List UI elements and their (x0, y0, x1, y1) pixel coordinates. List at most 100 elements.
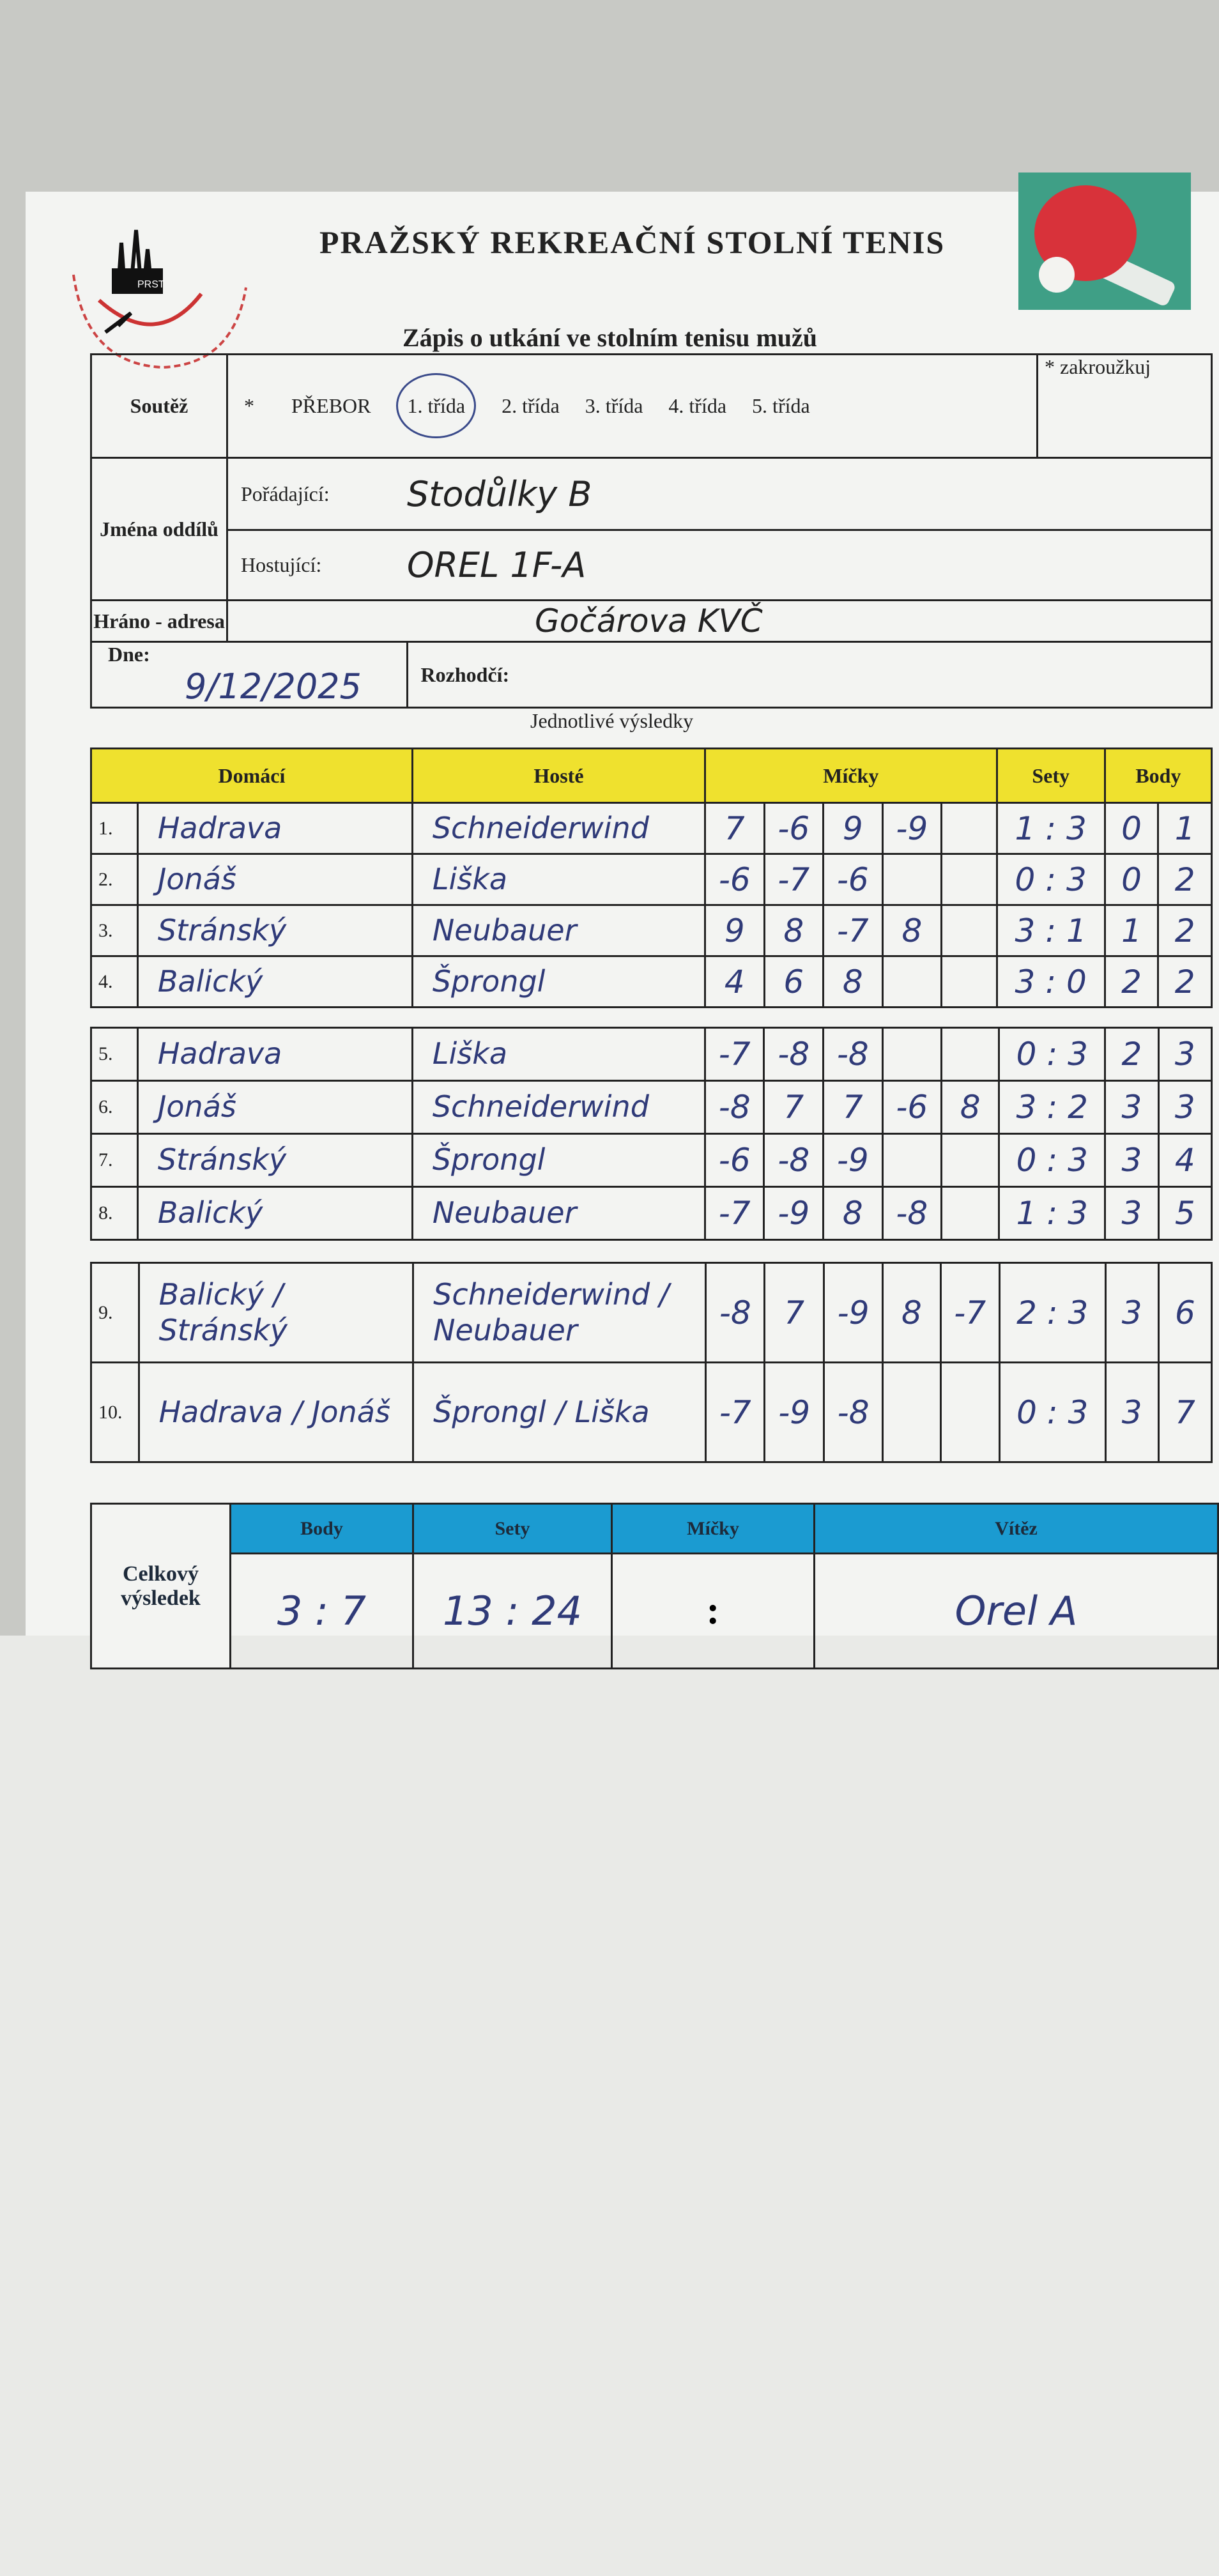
hostujici-label: Hostující: (226, 529, 407, 601)
guest-points: 4 (1157, 1133, 1213, 1188)
ball-score: -8 (822, 1361, 884, 1463)
summary-header-sety: Sety (412, 1503, 613, 1554)
results-table-1: Domácí Hosté Míčky Sety Body 1. Hadrava Schneid… (90, 747, 1213, 1008)
ball-score: 4 (703, 955, 765, 1008)
guest-points: 3 (1157, 1080, 1213, 1135)
ball-score: 8 (882, 1262, 942, 1363)
summary-body: 3 : 7 (229, 1552, 414, 1669)
hrano-label: Hráno - adresa (90, 599, 228, 643)
ball-score: -9 (822, 1133, 884, 1188)
date-cell: Dne: 9/12/2025 (90, 641, 408, 709)
match-number: 9. (90, 1262, 140, 1363)
ball-score: -7 (763, 853, 825, 906)
home-player: Hadrava (136, 1027, 413, 1082)
ball-score: -9 (881, 802, 943, 855)
ball-score (940, 1133, 1000, 1188)
summary-table: Celkový výsledek Body Sety Míčky Vítěz 3… (90, 1503, 1219, 1669)
ball-score: 8 (822, 955, 884, 1008)
summary-header-micky: Míčky (611, 1503, 815, 1554)
class-option: 5. třída (752, 394, 810, 417)
ball-score: -7 (703, 1027, 765, 1082)
ball-score: 7 (703, 802, 765, 855)
home-points: 1 (1103, 904, 1160, 957)
ball-score: -6 (763, 802, 825, 855)
home-points: 3 (1104, 1186, 1160, 1241)
note: * zakroužkuj (1036, 353, 1213, 459)
sets-score: 0 : 3 (998, 1361, 1107, 1463)
class-option: 1. třída (396, 373, 477, 438)
match-number: 4. (90, 955, 139, 1008)
ball-score: 9 (703, 904, 765, 957)
home-points: 0 (1103, 853, 1160, 906)
home-player: Balický (136, 1186, 413, 1241)
sets-score: 3 : 1 (995, 904, 1106, 957)
match-number: 3. (90, 904, 139, 957)
ball-score (940, 1186, 1000, 1241)
match-row: 10. Hadrava / Jonáš Šprongl / Liška -7 -9 -8 0… (90, 1361, 1213, 1463)
ball-score (940, 955, 998, 1008)
home-player: Hadrava (136, 802, 413, 855)
ball-score: -8 (763, 1133, 824, 1188)
ball-score (881, 1027, 943, 1082)
sets-score: 2 : 3 (998, 1262, 1107, 1363)
ball-score (881, 853, 943, 906)
class-option: 2. třída (502, 394, 560, 417)
ball-score: -7 (939, 1262, 1000, 1363)
page-title: PRAŽSKÝ REKREAČNÍ STOLNÍ TENIS (319, 224, 946, 260)
home-player: Jonáš (136, 1080, 413, 1135)
guest-player: Schneiderwind / Neubauer (412, 1262, 707, 1363)
ball-score: -8 (822, 1027, 884, 1082)
ball-score: 8 (881, 904, 943, 957)
poradajici-label: Pořádající: (226, 457, 407, 531)
header-body: Body (1103, 747, 1213, 804)
guest-points: 2 (1157, 904, 1213, 957)
match-number: 7. (90, 1133, 139, 1188)
blank-paper-below (0, 1636, 1219, 2576)
ball-score: 8 (763, 904, 825, 957)
guest-points: 7 (1157, 1361, 1213, 1463)
sets-score: 0 : 3 (998, 1133, 1107, 1188)
paddle-image (1018, 172, 1191, 310)
match-number: 6. (90, 1080, 139, 1135)
home-points: 3 (1104, 1133, 1160, 1188)
ball-score (940, 904, 998, 957)
ball-score: -7 (822, 904, 884, 957)
ball-score: -9 (763, 1361, 825, 1463)
soutez-label: Soutěž (90, 353, 228, 459)
summary-vitez: Orel A (813, 1552, 1219, 1669)
dne-label: Dne: (108, 643, 150, 666)
ball-score: -6 (881, 1080, 943, 1135)
guest-player: Schneiderwind (411, 1080, 706, 1135)
home-player: Balický (136, 955, 413, 1008)
guest-player: Neubauer (411, 1186, 706, 1241)
class-options: * PŘEBOR 1. třída 2. třída 3. třída 4. třída… (226, 353, 1038, 459)
header-domaci: Domácí (90, 747, 413, 804)
home-player: Hadrava / Jonáš (137, 1361, 415, 1463)
summary-header-body: Body (229, 1503, 414, 1554)
guest-points: 6 (1157, 1262, 1213, 1363)
guest-points: 1 (1157, 802, 1213, 855)
hrano-value: Gočárova KVČ (226, 599, 1213, 643)
results-section-title: Jednotlivé výsledky (530, 709, 694, 732)
ball-score: -9 (822, 1262, 884, 1363)
rozhodci-label: Rozhodčí: (420, 663, 510, 686)
star-mark: * (244, 394, 254, 417)
class-option: PŘEBOR (291, 394, 371, 417)
poradajici-value: Stodůlky B (407, 457, 1213, 531)
ball-score (882, 1361, 942, 1463)
home-points: 2 (1104, 1027, 1160, 1082)
class-option: 4. třída (668, 394, 727, 417)
ball-score: -6 (822, 853, 884, 906)
dne-value: 9/12/2025 (185, 666, 362, 707)
ball-score: 8 (940, 1080, 1000, 1135)
ball-score: 7 (822, 1080, 884, 1135)
ball-score: -8 (703, 1080, 765, 1135)
match-number: 2. (90, 853, 139, 906)
ball-score: -6 (703, 853, 765, 906)
guest-points: 2 (1157, 853, 1213, 906)
ball-score: 7 (763, 1080, 824, 1135)
